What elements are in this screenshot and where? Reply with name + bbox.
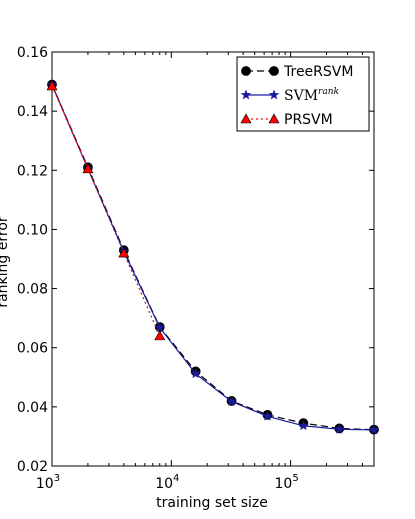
- legend-marker-treersvm: [241, 66, 251, 76]
- legend-marker-prsvm: [240, 113, 252, 124]
- y-tick-label: 0.14: [17, 104, 48, 120]
- plot-frame: [51, 51, 375, 467]
- data-point-svm: [190, 368, 201, 379]
- x-tick-label: 103: [36, 473, 60, 492]
- data-point-svm: [334, 423, 345, 434]
- x-axis-label: training set size: [156, 495, 268, 511]
- data-point-prsvm: [154, 330, 166, 341]
- x-tick-label: 105: [275, 473, 299, 492]
- data-point-prsvm: [118, 247, 130, 258]
- legend-marker-prsvm: [268, 113, 280, 124]
- legend-marker-treersvm: [269, 66, 279, 76]
- legend-label-prsvm: PRSVM: [284, 112, 333, 128]
- y-axis-label: ranking error: [0, 216, 11, 308]
- data-point-prsvm: [46, 80, 58, 91]
- y-tick-label: 0.16: [17, 45, 48, 61]
- legend-box: [236, 56, 370, 132]
- legend-label-treersvm: TreeRSVM: [283, 64, 353, 80]
- data-point-svm: [262, 410, 273, 421]
- legend-marker-svm: [240, 89, 252, 100]
- y-tick-label: 0.12: [17, 163, 48, 179]
- plot-area: 0.02 0.04 0.06 0.08 0.10 0.12 0.14 0.16 103 104 10…: [17, 45, 380, 492]
- data-point-svm: [154, 322, 166, 333]
- y-tick-label: 0.02: [17, 459, 48, 475]
- series-line-prsvm: [51, 85, 161, 337]
- y-tick-label: 0.06: [17, 341, 48, 357]
- data-point-svm: [368, 424, 380, 435]
- y-tick-label: 0.10: [17, 222, 48, 238]
- data-point-prsvm: [82, 163, 94, 174]
- legend-marker-svm: [268, 89, 280, 100]
- data-point-svm: [298, 420, 309, 431]
- y-tick-label: 0.08: [17, 282, 48, 298]
- x-tick-label: 104: [155, 473, 179, 492]
- data-point-svm: [226, 395, 237, 407]
- y-tick-label: 0.04: [17, 400, 48, 416]
